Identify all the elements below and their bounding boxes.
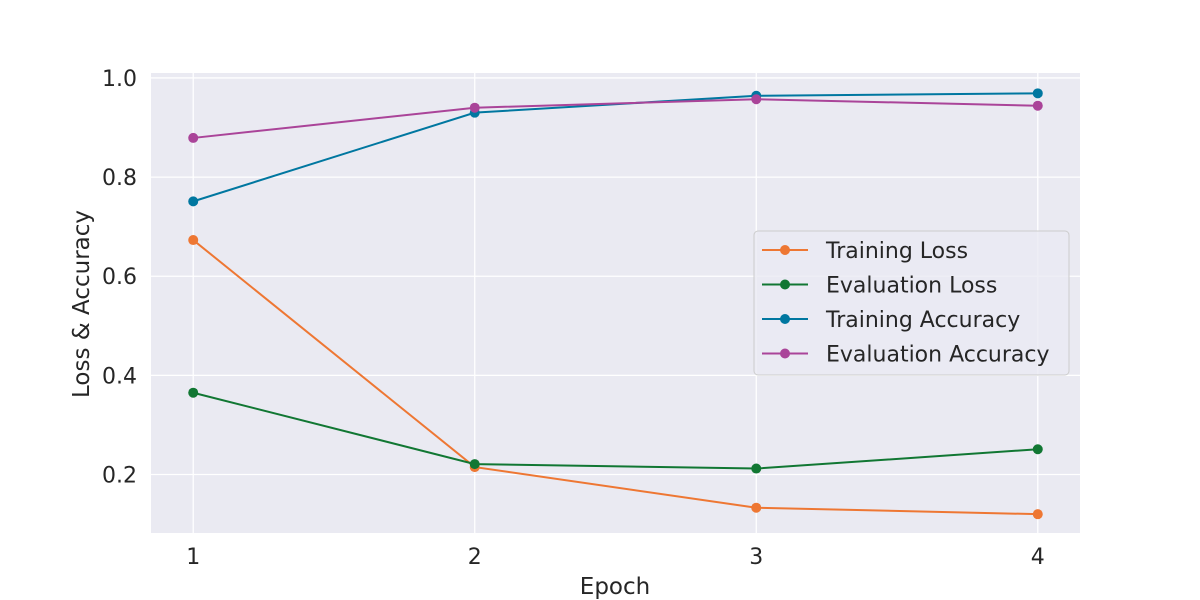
- y-tick-label: 1.0: [102, 67, 137, 92]
- x-tick-label: 2: [468, 545, 482, 570]
- data-point: [469, 459, 480, 470]
- data-point: [469, 102, 480, 113]
- legend-label: Training Loss: [825, 239, 968, 264]
- y-tick-label: 0.8: [102, 166, 137, 191]
- legend-label: Evaluation Accuracy: [826, 343, 1050, 368]
- series-evaluation-accuracy: [188, 94, 1043, 143]
- series-evaluation-loss: [188, 387, 1043, 474]
- legend-marker: [780, 279, 790, 290]
- data-point: [751, 463, 762, 474]
- data-point: [188, 196, 199, 207]
- x-axis-label: Epoch: [580, 574, 650, 600]
- legend-item: Training Loss: [762, 239, 968, 264]
- data-point: [1032, 509, 1043, 520]
- y-tick-label: 0.6: [102, 265, 137, 290]
- data-point: [1032, 100, 1043, 111]
- series-line: [193, 98, 1038, 139]
- x-tick-label: 3: [749, 545, 763, 570]
- y-axis-label: Loss & Accuracy: [69, 210, 95, 398]
- series-line: [192, 239, 1038, 516]
- data-point: [751, 94, 762, 105]
- legend-marker: [780, 314, 790, 324]
- legend-item: Training Accuracy: [762, 308, 1020, 333]
- legend: Training Loss Evaluation Loss Training Acc…: [753, 230, 1070, 376]
- series-line: [192, 391, 1038, 470]
- legend-item: Evaluation Loss: [762, 274, 997, 299]
- x-tick-label: 4: [1031, 545, 1045, 570]
- legend-item: Evaluation Accuracy: [762, 343, 1050, 368]
- data-point: [1032, 88, 1043, 99]
- y-tick-labels: 0.2 0.4 0.6 0.8 1.0: [102, 67, 137, 489]
- series-layer: [188, 88, 1043, 520]
- legend-box: [753, 230, 1070, 376]
- data-point: [1032, 444, 1043, 455]
- y-tick-label: 0.2: [102, 464, 137, 489]
- legend-label: Evaluation Loss: [826, 274, 997, 299]
- series-training-loss: [188, 235, 1043, 520]
- x-tick-labels: 1 2 3 4: [186, 545, 1045, 570]
- data-point: [751, 502, 762, 513]
- data-point: [188, 235, 199, 246]
- legend-label: Training Accuracy: [825, 308, 1020, 333]
- data-point: [188, 132, 199, 143]
- data-point: [188, 387, 199, 398]
- x-tick-label: 1: [186, 545, 200, 570]
- y-tick-label: 0.4: [102, 364, 137, 389]
- legend-marker: [780, 245, 790, 255]
- legend-marker: [780, 348, 790, 359]
